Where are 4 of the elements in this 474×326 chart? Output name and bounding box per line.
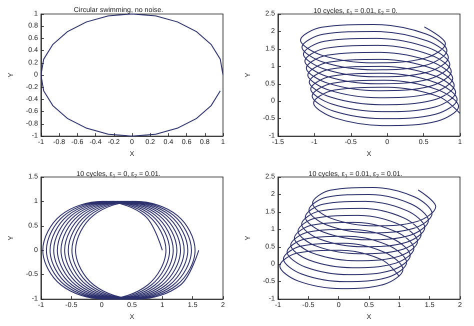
line-series — [40, 14, 224, 137]
line-series — [279, 186, 436, 290]
line-series — [42, 200, 200, 300]
line-series — [300, 24, 460, 126]
